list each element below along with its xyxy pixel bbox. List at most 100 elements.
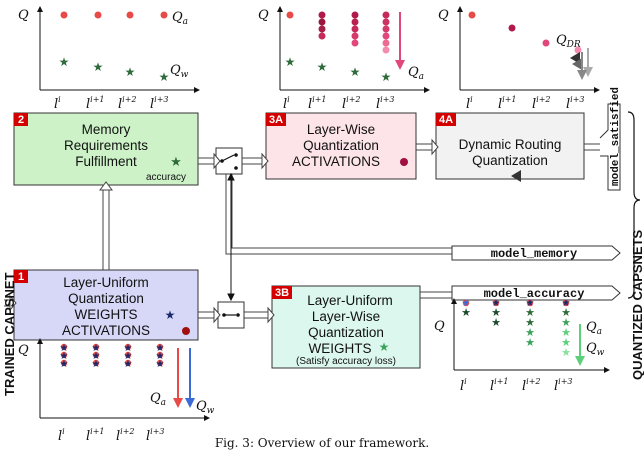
- activation-dot: [382, 46, 390, 54]
- layer-tick: li+1: [498, 95, 517, 112]
- layer-tick: li+1: [86, 95, 105, 112]
- q-axis-label: Q: [438, 8, 449, 23]
- activation-dot: [492, 299, 500, 307]
- q-axis-label: Q: [258, 8, 269, 23]
- layer-tick: li+3: [566, 95, 585, 112]
- weight-star-icon: ★: [124, 351, 133, 362]
- activation-dot: [60, 359, 68, 367]
- block-title-line: Quantization: [303, 138, 379, 153]
- layer-tick: li+3: [376, 95, 395, 112]
- activation-dot: [462, 299, 470, 307]
- activation-dot: [542, 39, 550, 47]
- activation-dot: [60, 351, 68, 359]
- block-title-line: WEIGHTS: [75, 307, 138, 322]
- weight-star-icon: ★: [525, 327, 535, 339]
- activation-dot: [468, 11, 476, 19]
- q-axis-label: Q: [18, 343, 29, 358]
- block-title-line: Memory: [82, 122, 131, 137]
- activation-dot: [351, 39, 359, 47]
- weight-star-icon: ★: [561, 347, 571, 359]
- block-layer-uniform-quantization: 1 Layer-Uniform Quantization WEIGHTS ★ A…: [13, 269, 199, 341]
- weight-star-icon: ★: [561, 337, 571, 349]
- weight-star-icon: ★: [124, 343, 133, 354]
- layer-tick: li: [283, 95, 290, 112]
- weight-star-icon: ★: [156, 351, 165, 362]
- weight-star-icon: ★: [285, 55, 296, 69]
- weight-star-icon: ★: [60, 359, 69, 370]
- plot-top-middle: Q Qa ★ ★ ★ ★ li li+1 li+2 li+3: [258, 6, 430, 112]
- weight-star-icon: ★: [159, 70, 170, 84]
- qdr-label: QDR: [556, 33, 581, 50]
- activation-dot: [286, 11, 294, 19]
- weight-star-icon: ★: [492, 298, 501, 309]
- activation-dot: [318, 32, 326, 40]
- model-memory-label: model_memory: [491, 247, 577, 261]
- block-memory-requirements: 2 Memory Requirements Fulfillment ★ accu…: [13, 112, 199, 186]
- layer-tick: li: [54, 95, 61, 112]
- block-title-line: Layer-Wise: [312, 309, 380, 324]
- weight-star-icon: ★: [125, 65, 136, 79]
- block-title-line: Layer-Uniform: [307, 293, 393, 308]
- weight-star-icon: ★: [92, 359, 101, 370]
- badge-label: 2: [18, 114, 24, 126]
- weight-star-icon: ★: [317, 60, 328, 74]
- output-model-satisfied: model_satisfied: [599, 87, 622, 191]
- activation-dot: [351, 25, 359, 33]
- activation-dot: [400, 158, 408, 166]
- badge: [272, 286, 292, 299]
- output-model-memory: model_memory: [451, 245, 621, 261]
- badge: [14, 113, 28, 126]
- activation-dot: [318, 18, 326, 26]
- block-title-line: Dynamic Routing: [459, 137, 562, 152]
- block-title-line: Quantization: [472, 153, 548, 168]
- weight-star-icon: ★: [561, 327, 571, 339]
- control-arrows: [227, 172, 235, 302]
- activation-dot: [382, 11, 390, 19]
- block-dynamic-routing: 4A Dynamic Routing Quantization: [435, 112, 585, 182]
- activation-dot: [60, 11, 68, 19]
- activation-dot: [318, 11, 326, 19]
- plot-top-left-q-label: Q: [18, 8, 29, 23]
- weight-star-icon: ★: [525, 337, 535, 349]
- outputs-bracket: [627, 111, 641, 299]
- layer-tick: li+2: [118, 95, 137, 112]
- badge-label: 1: [18, 271, 24, 283]
- q-axis-label: Q: [18, 8, 29, 23]
- model-satisfied-label: model_satisfied: [610, 87, 622, 186]
- weight-star-icon: ★: [562, 298, 571, 309]
- activation-dot: [156, 359, 164, 367]
- activation-dot: [382, 39, 390, 47]
- weight-star-icon: ★: [526, 298, 535, 309]
- plot-bottom-right: Q ★ ★ ★ ★★ ★★★★★★★★★★★ Qa Qw li li+1 li+2 li…: [434, 298, 610, 394]
- weight-star-icon: ★: [156, 359, 165, 370]
- output-model-accuracy: model_accuracy: [451, 285, 621, 301]
- activation-dot: [382, 18, 390, 26]
- block-title-line: Layer-Wise: [307, 122, 375, 137]
- activation-dot: [182, 327, 190, 335]
- layer-tick: li+2: [342, 95, 361, 112]
- plot-top-left: Q Qa ★ ★ ★ ★ Qw li li+1 li+2 li+3: [18, 6, 200, 112]
- activation-dot: [92, 359, 100, 367]
- activation-dot: [92, 351, 100, 359]
- badge: [14, 270, 28, 283]
- activation-dot: [156, 351, 164, 359]
- qw-label: Qw: [196, 399, 215, 416]
- badge: [436, 113, 456, 126]
- weight-star-icon: ★: [381, 70, 392, 84]
- block-title-line: ACTIVATIONS: [62, 323, 150, 338]
- qa-label: Qa: [150, 391, 166, 408]
- activation-dot: [351, 32, 359, 40]
- qa-label: Qa: [586, 320, 602, 337]
- side-label-quantized: QUANTIZED CAPSNETS: [630, 229, 644, 380]
- layer-tick: li: [58, 427, 65, 444]
- badge-label: 3A: [269, 114, 283, 126]
- weight-star-icon: ★: [92, 351, 101, 362]
- badge-label: 4A: [439, 114, 453, 126]
- activation-dot: [126, 11, 134, 19]
- layer-tick: li+2: [532, 95, 551, 112]
- layer-tick: li+1: [490, 377, 509, 394]
- routing-triangle-icon: [572, 58, 582, 70]
- activation-dot: [382, 32, 390, 40]
- accuracy-loss-note: (Satisfy accuracy loss): [296, 356, 396, 367]
